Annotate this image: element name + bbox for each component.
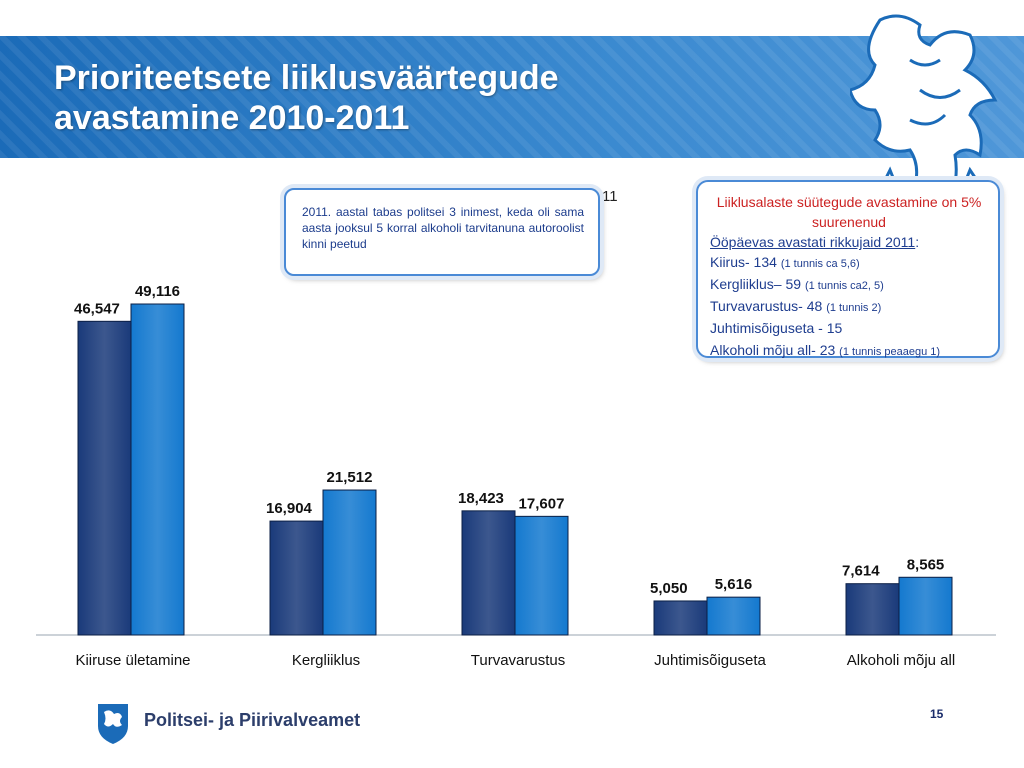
bar-series-0-1	[269, 520, 324, 636]
info-row: Kergliiklus– 59 (1 tunnis ca2, 5)	[710, 274, 988, 296]
bar-series-0-2	[461, 510, 516, 636]
bar-series-1-4	[898, 576, 953, 636]
police-shield-icon	[98, 704, 128, 744]
info-callout: Liiklusalaste süütegude avastamine on 5%…	[696, 180, 1000, 358]
info-row-note: (1 tunnis 2)	[826, 302, 882, 314]
info-subhead-suffix: :	[915, 234, 920, 250]
page-number: 15	[930, 707, 944, 721]
info-row-note: (1 tunnis ca2, 5)	[804, 280, 884, 292]
category-label-1: Kergliiklus	[291, 652, 361, 669]
info-row-main: Kiirus- 134	[710, 254, 781, 270]
info-headline: Liiklusalaste süütegude avastamine on 5%…	[716, 194, 982, 230]
data-label-1-2: 17,607	[519, 495, 565, 512]
title-line-1: Prioriteetsete liiklusväärtegude	[54, 59, 559, 97]
category-label-3: Juhtimisõiguseta	[654, 652, 766, 669]
note-text: 2011. aastal tabas politsei 3 inimest, k…	[302, 205, 584, 251]
category-label-2: Turvavarustus	[470, 652, 566, 669]
bar-series-0-0	[77, 320, 132, 636]
info-row: Kiirus- 134 (1 tunnis ca 5,6)	[710, 252, 988, 274]
info-subhead-line: Ööpäevas avastati rikkujaid 2011:	[710, 232, 988, 252]
data-label-1-0: 49,116	[135, 283, 180, 300]
data-label-1-1: 21,512	[327, 469, 373, 486]
bar-series-0-4	[845, 583, 900, 636]
info-row: Alkoholi mõju all- 23 (1 tunnis peaaegu …	[710, 340, 988, 362]
data-label-1-4: 8,565	[907, 556, 945, 573]
info-row-note: (1 tunnis peaaegu 1)	[839, 346, 941, 358]
bar-series-1-2	[514, 515, 569, 636]
slide-title: Prioriteetsete liiklusväärtegude avastam…	[54, 58, 559, 138]
bar-series-0-3	[653, 600, 708, 636]
category-label-0: Kiiruse ületamine	[75, 652, 191, 669]
data-label-0-2: 18,423	[458, 490, 504, 507]
bar-series-1-3	[706, 596, 761, 636]
info-subhead: Ööpäevas avastati rikkujaid 2011	[710, 234, 916, 250]
bar-series-1-0	[130, 303, 185, 636]
bar-series-1-1	[322, 489, 377, 636]
info-row: Turvavarustus- 48 (1 tunnis 2)	[710, 296, 988, 318]
stray-text: 11	[602, 188, 618, 205]
info-row-note: (1 tunnis ca 5,6)	[780, 258, 860, 270]
category-label-4: Alkoholi mõju all	[846, 652, 956, 669]
info-row-main: Kergliiklus– 59	[710, 276, 805, 292]
bar-chart: 46,547 16,904 18,423 5,050 7,614 49,116 21,512…	[36, 283, 996, 636]
info-row-main: Juhtimisõiguseta - 15	[710, 320, 843, 336]
organization-name: Politsei- ja Piirivalveamet	[144, 710, 361, 730]
data-label-0-4: 7,614	[842, 563, 880, 580]
data-label-0-3: 5,050	[650, 580, 688, 597]
note-callout: 2011. aastal tabas politsei 3 inimest, k…	[284, 188, 600, 276]
info-row: Juhtimisõiguseta - 15	[710, 318, 988, 340]
data-label-0-0: 46,547	[74, 300, 120, 317]
data-label-1-3: 5,616	[715, 576, 753, 593]
title-line-2: avastamine 2010-2011	[54, 99, 410, 137]
info-row-main: Alkoholi mõju all- 23	[710, 342, 840, 358]
data-label-0-1: 16,904	[266, 500, 313, 517]
info-row-main: Turvavarustus- 48	[710, 298, 827, 314]
